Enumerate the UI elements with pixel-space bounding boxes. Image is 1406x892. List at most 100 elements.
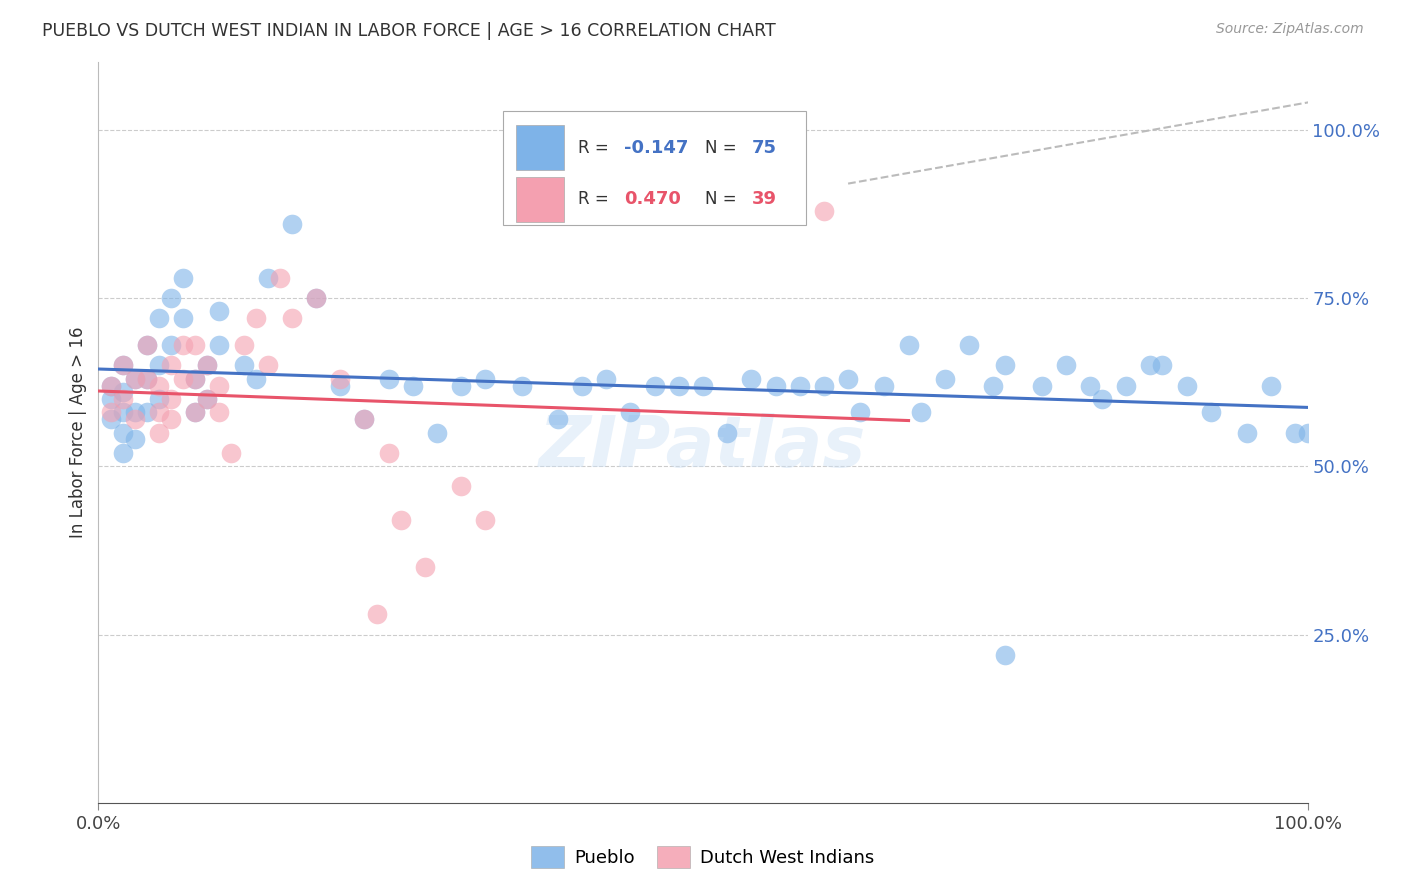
Point: [160, 291, 183, 305]
Point: [100, 378, 122, 392]
Point: [1284, 425, 1306, 440]
Text: Source: ZipAtlas.com: Source: ZipAtlas.com: [1216, 22, 1364, 37]
Point: [184, 372, 207, 386]
Point: [100, 405, 122, 419]
Point: [111, 405, 134, 419]
Point: [619, 405, 641, 419]
Text: R =: R =: [578, 138, 614, 157]
Point: [135, 338, 157, 352]
Point: [124, 433, 146, 447]
Point: [232, 359, 254, 373]
Point: [377, 372, 399, 386]
Point: [172, 270, 194, 285]
Point: [195, 392, 218, 406]
Point: [1175, 378, 1198, 392]
Point: [124, 372, 146, 386]
Point: [148, 425, 170, 440]
Point: [281, 217, 304, 231]
Text: 0.470: 0.470: [624, 190, 682, 209]
Point: [124, 372, 146, 386]
Point: [184, 405, 207, 419]
Point: [160, 412, 183, 426]
Point: [450, 479, 472, 493]
Text: 75: 75: [751, 138, 776, 157]
Point: [124, 412, 146, 426]
Point: [172, 311, 194, 326]
Point: [329, 378, 352, 392]
Point: [269, 270, 291, 285]
Point: [135, 405, 157, 419]
Legend: Pueblo, Dutch West Indians: Pueblo, Dutch West Indians: [524, 838, 882, 875]
Point: [1139, 359, 1161, 373]
Point: [413, 560, 436, 574]
Point: [160, 338, 183, 352]
Point: [1260, 378, 1282, 392]
Point: [111, 359, 134, 373]
Point: [148, 392, 170, 406]
Text: R =: R =: [578, 190, 614, 209]
Point: [208, 304, 231, 318]
Point: [716, 425, 738, 440]
Point: [148, 378, 170, 392]
Point: [208, 378, 231, 392]
Point: [172, 372, 194, 386]
Text: PUEBLO VS DUTCH WEST INDIAN IN LABOR FORCE | AGE > 16 CORRELATION CHART: PUEBLO VS DUTCH WEST INDIAN IN LABOR FOR…: [42, 22, 776, 40]
FancyBboxPatch shape: [516, 126, 564, 169]
FancyBboxPatch shape: [503, 111, 806, 226]
Point: [849, 405, 872, 419]
Point: [389, 513, 412, 527]
Point: [208, 338, 231, 352]
Point: [1078, 378, 1101, 392]
Point: [172, 338, 194, 352]
Point: [148, 311, 170, 326]
Point: [221, 446, 243, 460]
Point: [934, 372, 956, 386]
Point: [353, 412, 375, 426]
Point: [256, 359, 278, 373]
Point: [1115, 378, 1137, 392]
Point: [305, 291, 328, 305]
Point: [981, 378, 1004, 392]
Point: [474, 372, 496, 386]
Point: [135, 372, 157, 386]
FancyBboxPatch shape: [516, 178, 564, 221]
Point: [195, 359, 218, 373]
Point: [1152, 359, 1174, 373]
Point: [111, 385, 134, 400]
Point: [281, 311, 304, 326]
Point: [1031, 378, 1053, 392]
Point: [474, 513, 496, 527]
Point: [195, 359, 218, 373]
Point: [111, 359, 134, 373]
Point: [148, 405, 170, 419]
Point: [366, 607, 388, 622]
Point: [450, 378, 472, 392]
Point: [245, 311, 267, 326]
Point: [692, 378, 714, 392]
Point: [813, 378, 835, 392]
Point: [100, 378, 122, 392]
Point: [184, 405, 207, 419]
Point: [256, 270, 278, 285]
Point: [160, 392, 183, 406]
Point: [160, 359, 183, 373]
Point: [195, 392, 218, 406]
Point: [232, 338, 254, 352]
Point: [184, 372, 207, 386]
Y-axis label: In Labor Force | Age > 16: In Labor Force | Age > 16: [69, 326, 87, 539]
Point: [1054, 359, 1077, 373]
Point: [837, 372, 859, 386]
Point: [994, 359, 1017, 373]
Point: [184, 338, 207, 352]
Point: [305, 291, 328, 305]
Text: N =: N =: [706, 138, 742, 157]
Point: [135, 338, 157, 352]
Point: [644, 378, 666, 392]
Point: [100, 392, 122, 406]
Point: [111, 446, 134, 460]
Point: [994, 648, 1017, 662]
Point: [813, 203, 835, 218]
Text: 39: 39: [751, 190, 776, 209]
Point: [377, 446, 399, 460]
Point: [547, 412, 569, 426]
